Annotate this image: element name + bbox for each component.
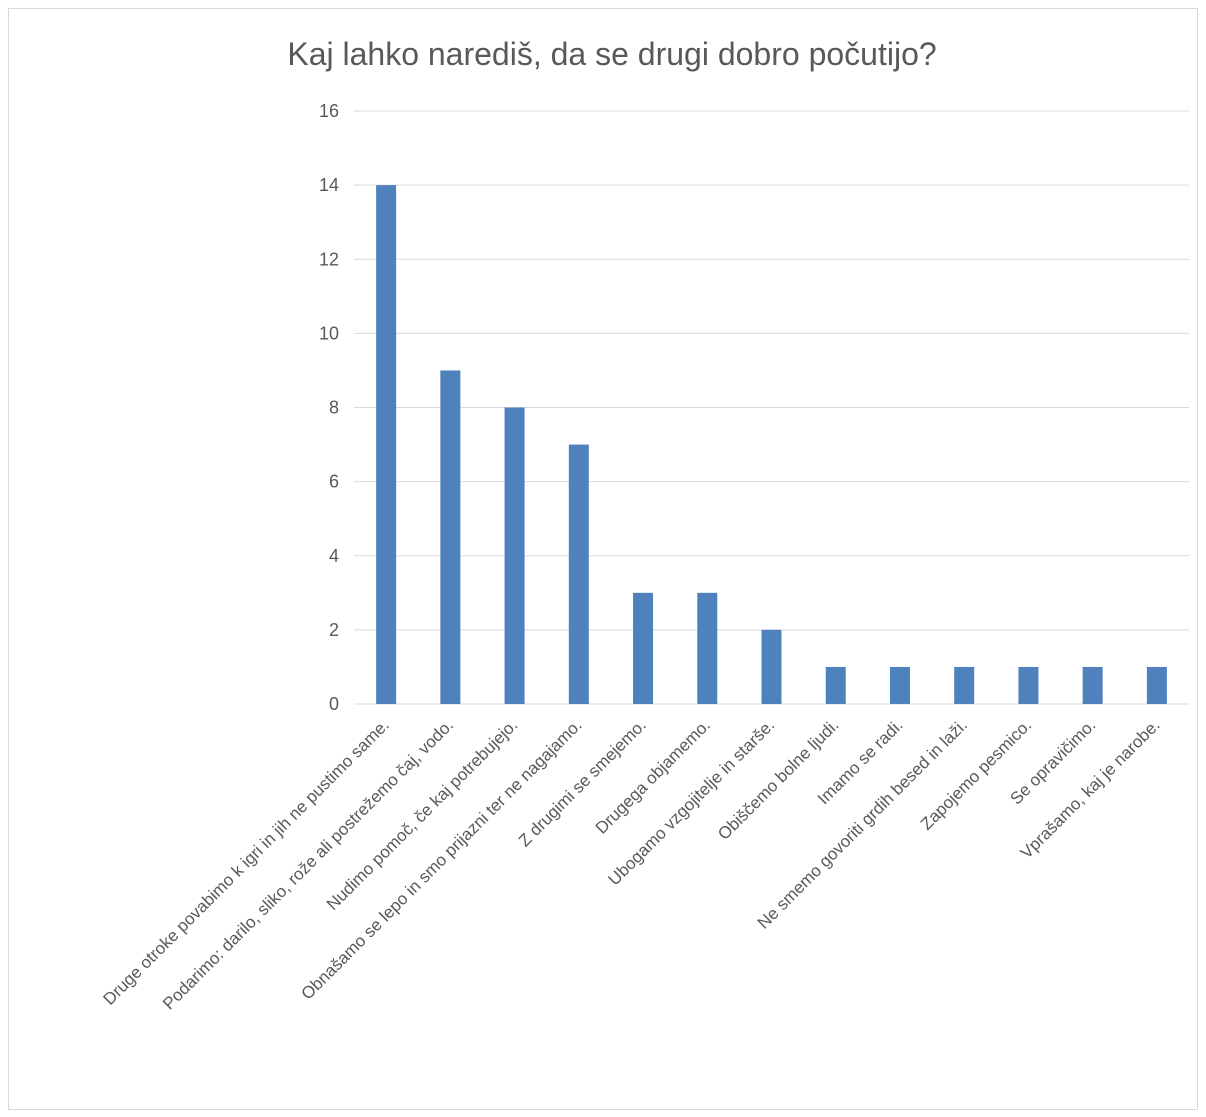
bar bbox=[568, 444, 589, 704]
x-category-label: Zapojemo pesmico. bbox=[917, 715, 1035, 833]
bar bbox=[1146, 666, 1167, 704]
y-tick-label: 12 bbox=[319, 249, 339, 269]
chart-title: Kaj lahko narediš, da se drugi dobro poč… bbox=[287, 36, 936, 72]
y-tick-label: 14 bbox=[319, 175, 339, 195]
y-tick-label: 0 bbox=[329, 694, 339, 714]
x-category-label: Obiščemo bolne ljudi. bbox=[714, 715, 842, 843]
y-tick-label: 16 bbox=[319, 101, 339, 121]
bar bbox=[954, 666, 975, 704]
y-tick-label: 8 bbox=[329, 398, 339, 418]
x-category-label: Z drugimi se smejemo. bbox=[515, 715, 650, 850]
chart-area: Kaj lahko narediš, da se drugi dobro poč… bbox=[8, 8, 1198, 1110]
gridlines bbox=[354, 110, 1189, 705]
bar bbox=[376, 185, 397, 704]
bar bbox=[697, 592, 718, 704]
bar bbox=[1018, 666, 1039, 704]
bar-chart: Kaj lahko narediš, da se drugi dobro poč… bbox=[100, 36, 1189, 1013]
x-axis-labels: Druge otroke povabimo k igri in jih ne p… bbox=[100, 715, 1164, 1013]
y-axis-ticks: 0 2 4 6 8 10 12 14 16 bbox=[319, 101, 339, 714]
bar bbox=[1082, 666, 1103, 704]
bar bbox=[440, 370, 461, 704]
x-category-label: Drugega objamemo. bbox=[592, 715, 714, 837]
y-tick-label: 6 bbox=[329, 472, 339, 492]
bar bbox=[825, 666, 846, 704]
bar bbox=[761, 629, 782, 704]
bar bbox=[889, 666, 910, 704]
bar bbox=[633, 592, 654, 704]
y-tick-label: 10 bbox=[319, 323, 339, 343]
bars bbox=[376, 185, 1167, 704]
y-tick-label: 4 bbox=[329, 546, 339, 566]
bar bbox=[504, 407, 525, 704]
y-tick-label: 2 bbox=[329, 620, 339, 640]
x-category-label: Podarimo: darilo, sliko, rože ali postre… bbox=[159, 715, 457, 1013]
